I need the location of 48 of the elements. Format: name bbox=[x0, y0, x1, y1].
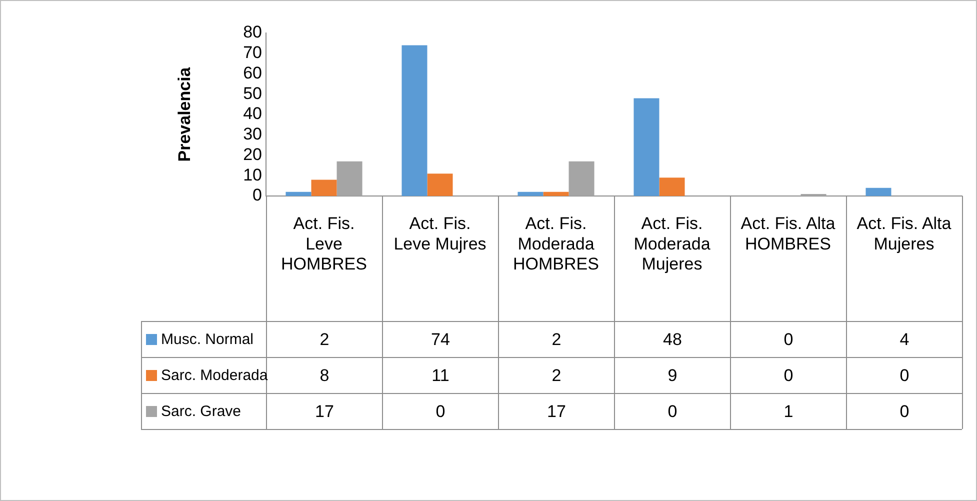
y-tick-label: 70 bbox=[243, 43, 262, 62]
data-label: 0 bbox=[434, 400, 446, 422]
legend-label: Musc. Normal bbox=[161, 331, 254, 348]
data-label: 0 bbox=[782, 328, 794, 350]
bar bbox=[518, 192, 544, 196]
data-label: 2 bbox=[550, 364, 562, 386]
legend-label: Sarc. Moderada bbox=[161, 367, 268, 384]
data-label: 17 bbox=[546, 400, 567, 422]
bar bbox=[402, 45, 428, 196]
y-tick-label: 10 bbox=[243, 165, 262, 184]
data-label: 17 bbox=[314, 400, 335, 422]
x-tick-label: Act. Fis. Alta Mujeres bbox=[856, 214, 952, 254]
y-tick-label: 0 bbox=[252, 186, 262, 205]
data-label: 9 bbox=[666, 364, 678, 386]
bar bbox=[543, 192, 569, 196]
data-label: 48 bbox=[662, 328, 683, 350]
y-axis-title: Prevalencia bbox=[174, 66, 194, 162]
legend-label: Sarc. Grave bbox=[161, 403, 242, 420]
x-tick-label: Act. Fis. Leve Mujres bbox=[394, 214, 486, 254]
data-label: 74 bbox=[430, 328, 451, 350]
x-tick-label: Act. Fis. Leve HOMBRES bbox=[281, 214, 367, 274]
x-tick-label: Act. Fis. Moderada Mujeres bbox=[634, 214, 711, 274]
data-label: 0 bbox=[898, 364, 910, 386]
y-tick-label: 40 bbox=[243, 104, 262, 124]
y-tick-label: 20 bbox=[243, 144, 262, 164]
bar bbox=[634, 98, 660, 196]
y-tick-label: 50 bbox=[243, 84, 262, 103]
bar bbox=[866, 188, 892, 196]
data-label: 0 bbox=[782, 364, 794, 386]
data-label: 4 bbox=[898, 328, 910, 350]
x-tick-label: Act. Fis. Alta HOMBRES bbox=[740, 214, 836, 254]
x-tick-label: Act. Fis. Moderada HOMBRES bbox=[513, 214, 599, 274]
y-tick-label: 60 bbox=[243, 63, 262, 82]
data-label: 11 bbox=[430, 364, 450, 386]
bar bbox=[336, 161, 362, 196]
y-tick-label: 30 bbox=[243, 124, 262, 144]
y-tick-label: 80 bbox=[243, 22, 262, 42]
bar bbox=[568, 161, 594, 196]
data-label: 0 bbox=[898, 400, 910, 422]
data-label: 2 bbox=[550, 328, 562, 350]
bar bbox=[659, 178, 685, 196]
data-label: 0 bbox=[666, 400, 678, 422]
bar bbox=[311, 180, 337, 196]
data-label: 1 bbox=[782, 400, 794, 422]
bar bbox=[427, 174, 453, 196]
bar bbox=[286, 192, 312, 196]
data-label: 2 bbox=[318, 328, 330, 350]
data-label: 8 bbox=[318, 364, 330, 386]
